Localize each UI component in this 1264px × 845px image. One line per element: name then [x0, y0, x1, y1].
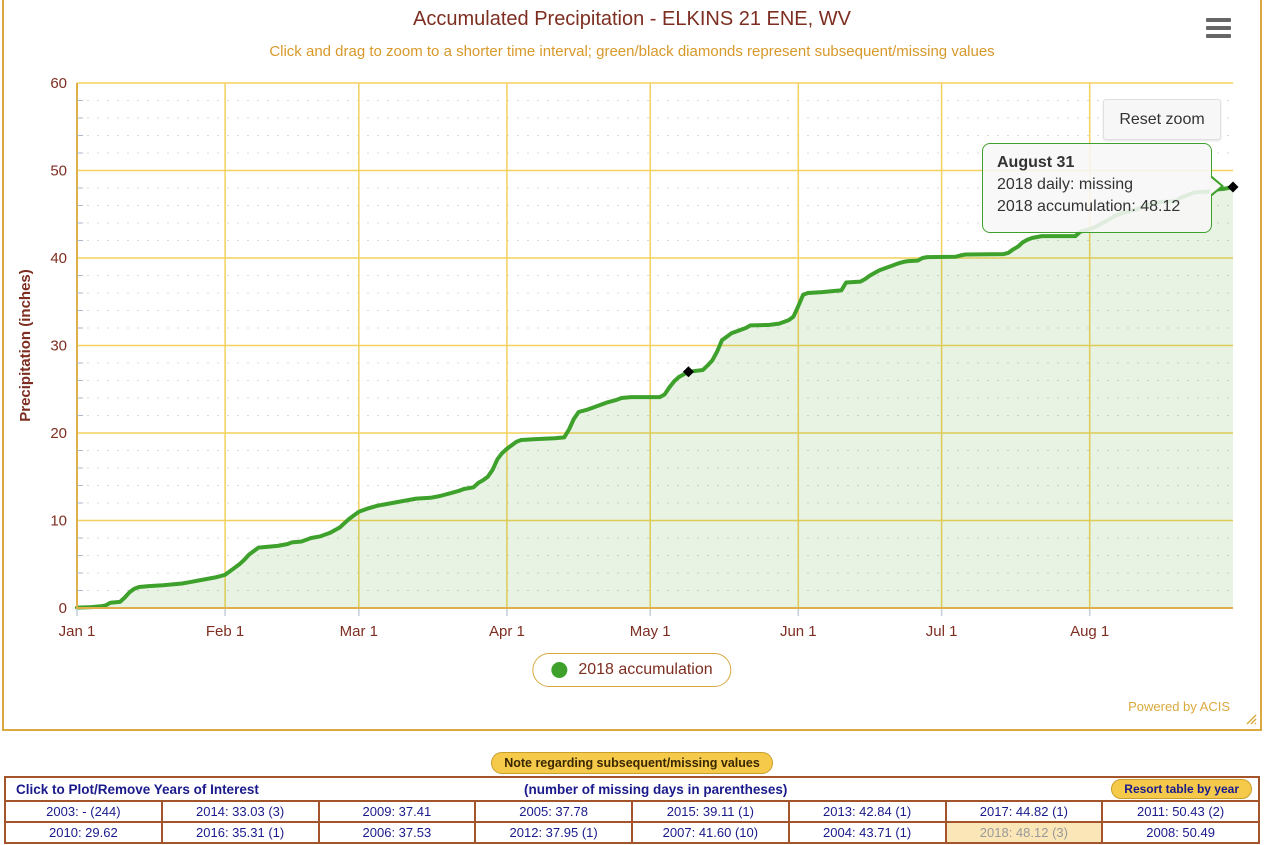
- year-cell[interactable]: 2014: 33.03 (3): [160, 800, 320, 823]
- year-cell[interactable]: 2010: 29.62: [4, 821, 163, 844]
- chart-container: 0 10 20 30 40 50 60 Jan 1 Feb 1 Mar 1 Apr 1 May 1 Ju…: [2, 0, 1262, 731]
- svg-text:Jul 1: Jul 1: [926, 623, 958, 640]
- svg-text:Aug 1: Aug 1: [1070, 623, 1109, 640]
- svg-text:Jun 1: Jun 1: [780, 623, 817, 640]
- svg-text:50: 50: [50, 163, 67, 180]
- chart-tooltip: August 31 2018 daily: missing 2018 accum…: [982, 143, 1224, 233]
- year-cell[interactable]: 2006: 37.53: [317, 821, 477, 844]
- year-cell[interactable]: 2007: 41.60 (10): [631, 821, 790, 844]
- legend-label: 2018 accumulation: [578, 661, 713, 678]
- legend-marker-icon: [551, 662, 568, 678]
- svg-text:Jan 1: Jan 1: [59, 623, 96, 640]
- year-cell[interactable]: 2016: 35.31 (1): [160, 821, 320, 844]
- year-cell[interactable]: 2018: 48.12 (3): [944, 821, 1104, 844]
- svg-text:Mar 1: Mar 1: [340, 623, 378, 640]
- hamburger-icon: [1206, 26, 1231, 30]
- tooltip-date: August 31: [997, 154, 1075, 171]
- table-header-left: Click to Plot/Remove Years of Interest: [16, 781, 259, 797]
- table-row: 2010: 29.62 2016: 35.31 (1) 2006: 37.53 201…: [4, 821, 1260, 844]
- resize-handle-icon[interactable]: [1244, 712, 1257, 725]
- svg-text:Precipitation (inches): Precipitation (inches): [17, 269, 34, 422]
- year-cell[interactable]: 2011: 50.43 (2): [1101, 800, 1260, 823]
- svg-text:30: 30: [50, 338, 67, 355]
- bottom-panel: Note regarding subsequent/missing values…: [0, 731, 1264, 844]
- svg-text:20: 20: [50, 425, 67, 442]
- chart-subtitle: Click and drag to zoom to a shorter time…: [269, 43, 995, 60]
- year-cell[interactable]: 2003: - (244): [4, 800, 163, 823]
- year-cell[interactable]: 2004: 43.71 (1): [787, 821, 947, 844]
- year-cell[interactable]: 2017: 44.82 (1): [944, 800, 1104, 823]
- years-table: Click to Plot/Remove Years of Interest (…: [4, 776, 1260, 844]
- year-cell[interactable]: 2008: 50.49: [1101, 821, 1260, 844]
- year-cell[interactable]: 2013: 42.84 (1): [787, 800, 947, 823]
- year-cell[interactable]: 2005: 37.78: [474, 800, 633, 823]
- hamburger-icon: [1206, 18, 1231, 22]
- year-cell[interactable]: 2012: 37.95 (1): [474, 821, 633, 844]
- table-header-center: (number of missing days in parentheses): [524, 781, 788, 797]
- table-row: 2003: - (244) 2014: 33.03 (3) 2009: 37.41 2…: [4, 800, 1260, 823]
- tooltip-accumulation-value: 2018 accumulation: 48.12: [997, 198, 1181, 215]
- resort-table-button[interactable]: Resort table by year: [1111, 779, 1252, 799]
- note-missing-values-button[interactable]: Note regarding subsequent/missing values: [491, 752, 773, 774]
- precipitation-chart-plot[interactable]: 0 10 20 30 40 50 60 Jan 1 Feb 1 Mar 1 Apr 1 May 1 Ju…: [4, 0, 1260, 729]
- acis-credit-link[interactable]: Powered by ACIS: [1128, 699, 1230, 714]
- legend-item-2018-accumulation[interactable]: 2018 accumulation: [532, 653, 732, 687]
- svg-text:Apr 1: Apr 1: [489, 623, 525, 640]
- svg-text:10: 10: [50, 513, 67, 530]
- svg-text:0: 0: [59, 600, 67, 617]
- hamburger-icon: [1206, 34, 1231, 38]
- tooltip-daily-value: 2018 daily: missing: [997, 176, 1134, 193]
- year-cell[interactable]: 2015: 39.11 (1): [631, 800, 790, 823]
- chart-title: Accumulated Precipitation - ELKINS 21 EN…: [413, 8, 851, 30]
- year-cell[interactable]: 2009: 37.41: [317, 800, 477, 823]
- svg-text:40: 40: [50, 250, 67, 267]
- svg-text:May 1: May 1: [630, 623, 671, 640]
- svg-text:Feb 1: Feb 1: [206, 623, 244, 640]
- reset-zoom-button[interactable]: Reset zoom: [1103, 99, 1221, 140]
- svg-text:60: 60: [50, 75, 67, 92]
- chart-context-menu-button[interactable]: [1206, 17, 1232, 39]
